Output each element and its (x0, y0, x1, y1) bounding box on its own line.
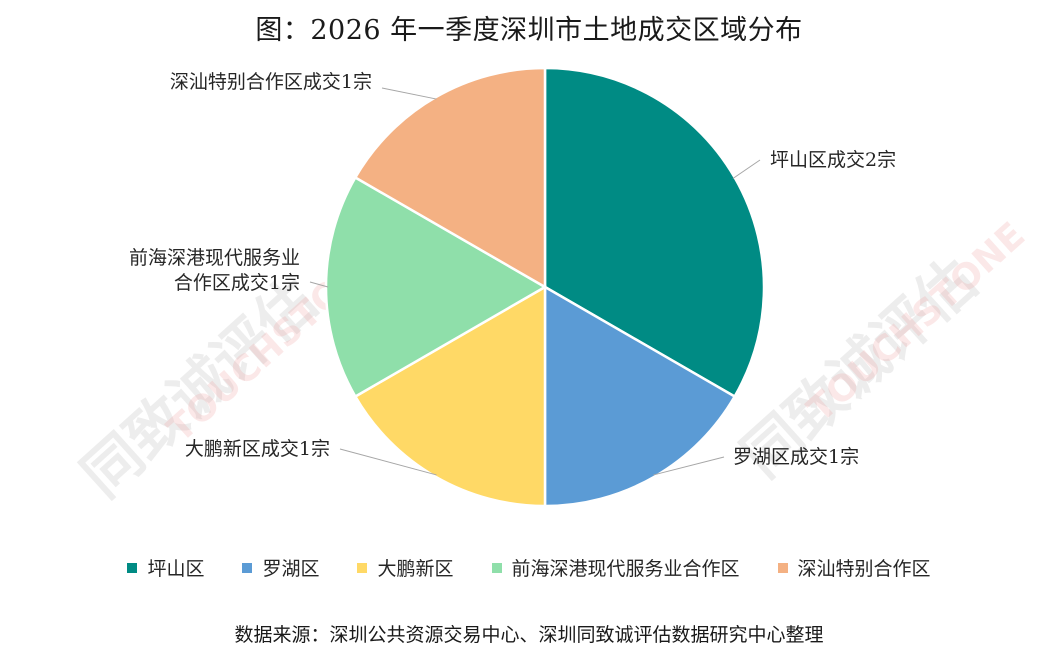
legend-swatch-2 (242, 562, 253, 573)
legend-label-1: 坪山区 (147, 558, 205, 580)
pie-slice-3 (353, 284, 547, 508)
legend-label-4: 前海深港现代服务业合作区 (511, 558, 740, 580)
legend-item-3: 大鹏新区 (357, 554, 454, 581)
legend-swatch-4 (491, 562, 502, 573)
pie-slice-5 (353, 66, 547, 290)
leader-line-3 (339, 448, 437, 476)
legend-item-1: 坪山区 (127, 554, 204, 581)
data-label-1: 坪山区成交2宗 (770, 149, 896, 171)
legend-swatch-3 (357, 562, 368, 573)
data-label-2: 罗湖区成交1宗 (733, 446, 859, 468)
pie-slice-2 (543, 284, 737, 508)
chart-title: 图：2026 年一季度深圳市土地成交区域分布 (255, 15, 803, 46)
pie-slice-4 (324, 175, 548, 399)
legend-swatch-5 (777, 562, 788, 573)
legend-item-4: 前海深港现代服务业合作区 (491, 554, 740, 581)
legend-swatch-1 (127, 562, 138, 573)
legend-label-5: 深汕特别合作区 (797, 558, 931, 580)
legend: 坪山区 罗湖区 大鹏新区 前海深港现代服务业合作区 深汕特别合作区 (0, 554, 1058, 581)
leader-line-4 (309, 281, 329, 288)
data-label-3: 大鹏新区成交1宗 (185, 438, 330, 460)
leader-line-1 (732, 159, 761, 179)
leader-line-2 (653, 456, 725, 476)
data-label-4: 前海深港现代服务业合作区成交1宗 (129, 247, 300, 294)
legend-item-5: 深汕特别合作区 (777, 554, 931, 581)
legend-label-2: 罗湖区 (262, 558, 320, 580)
leader-line-5 (381, 87, 437, 100)
data-source-note: 数据来源：深圳公共资源交易中心、深圳同致诚评估数据研究中心整理 (234, 624, 824, 646)
data-label-5: 深汕特别合作区成交1宗 (170, 71, 372, 93)
legend-item-2: 罗湖区 (242, 554, 319, 581)
legend-label-3: 大鹏新区 (377, 558, 454, 580)
